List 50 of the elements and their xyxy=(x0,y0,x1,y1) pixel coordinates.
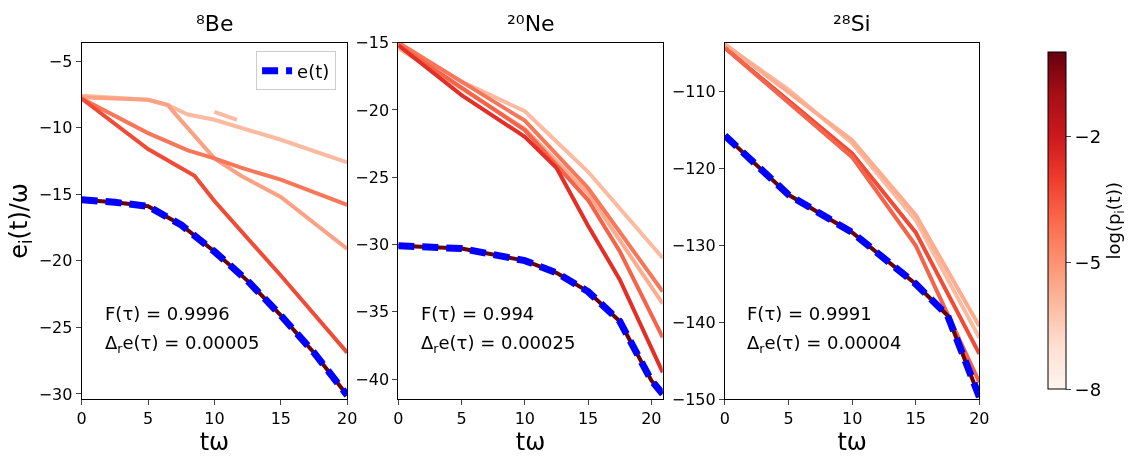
y-tick-label: −10 xyxy=(38,118,73,138)
line-series xyxy=(81,95,348,251)
y-tick-label: −30 xyxy=(355,235,390,255)
y-tick-label: −40 xyxy=(355,369,390,389)
x-tick-label: 0 xyxy=(719,409,731,429)
x-tick-label: 0 xyxy=(76,409,87,429)
y-tick-label: −15 xyxy=(355,33,390,53)
x-axis-title: tω xyxy=(837,428,867,457)
x-axis-title: tω xyxy=(199,428,230,457)
y-tick-label: −25 xyxy=(38,318,73,338)
y-tick-label: −110 xyxy=(671,82,716,102)
legend-label: e(t) xyxy=(297,60,330,82)
y-tick-label: −140 xyxy=(671,313,716,333)
x-tick-label: 15 xyxy=(270,409,291,429)
x-axis-title: tω xyxy=(515,428,546,457)
x-tick-label: 5 xyxy=(783,409,794,429)
y-tick-label: −120 xyxy=(671,159,716,179)
annotation: Δ$_{r}$e(τ) = 0.00004 xyxy=(747,332,902,356)
x-tick-label: 10 xyxy=(514,409,535,429)
chart-title: ²⁸Si xyxy=(833,11,871,36)
x-tick-label: 15 xyxy=(577,409,599,429)
chart-title: ⁸Be xyxy=(196,11,234,36)
x-tick-label: 5 xyxy=(456,409,467,429)
color-bar-label: −5 xyxy=(1074,252,1102,274)
color-bar-label: −2 xyxy=(1074,125,1102,147)
x-tick-label: 10 xyxy=(204,409,225,429)
color-bar-label: −8 xyxy=(1074,378,1102,400)
y-tick-label: −150 xyxy=(671,389,716,409)
x-tick-label: 20 xyxy=(969,409,990,429)
y-tick-label: −15 xyxy=(38,184,73,204)
annotation: Δ$_{r}$e(τ) = 0.00005 xyxy=(105,332,260,356)
line-series xyxy=(81,96,348,355)
y-tick-label: −20 xyxy=(38,251,73,271)
x-tick-label: 20 xyxy=(641,409,662,429)
x-tick-label: 0 xyxy=(393,409,404,429)
annotation: F(τ) = 0.9996 xyxy=(105,303,230,324)
y-tick-label: −35 xyxy=(355,302,390,322)
y-tick-label: −130 xyxy=(671,236,716,256)
y-tick-label: −5 xyxy=(48,51,73,71)
x-tick-label: 15 xyxy=(905,409,926,429)
chart-title: ²⁰Ne xyxy=(507,11,555,36)
y-tick-label: −25 xyxy=(355,167,390,187)
annotation: F(τ) = 0.9991 xyxy=(747,303,872,324)
annotation: Δ$_{r}$e(τ) = 0.00025 xyxy=(421,332,576,356)
x-tick-label: 5 xyxy=(142,409,154,429)
x-tick-label: 20 xyxy=(337,409,358,429)
y-tick-label: −30 xyxy=(38,384,73,404)
y-tick-label: −20 xyxy=(355,100,390,120)
annotation: F(τ) = 0.994 xyxy=(421,303,535,324)
x-tick-label: 10 xyxy=(841,409,863,429)
